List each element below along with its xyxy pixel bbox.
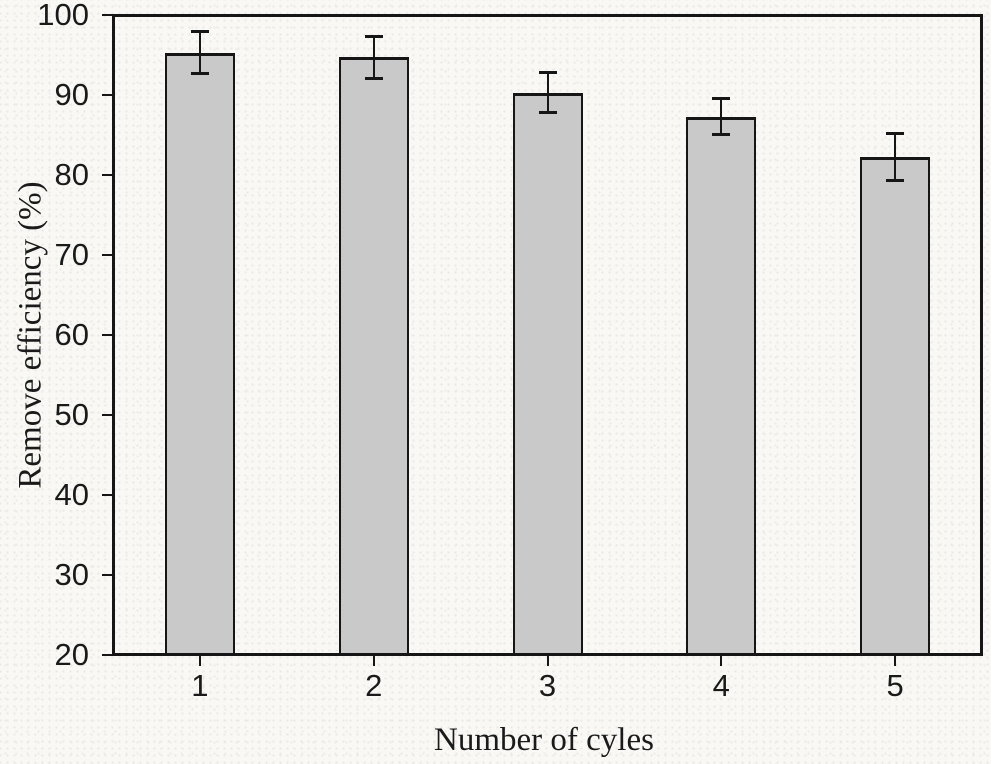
error-bar-line — [546, 71, 549, 114]
error-bar-cap-top — [190, 30, 209, 33]
bar — [338, 57, 409, 655]
y-tick-label: 100 — [37, 0, 89, 32]
error-bar-line — [894, 133, 897, 182]
x-tick-label: 2 — [365, 668, 383, 703]
y-tick-label: 60 — [54, 317, 89, 352]
x-tick-label: 5 — [886, 668, 904, 703]
error-bar-line — [720, 98, 723, 135]
y-tick-mark — [102, 494, 113, 496]
y-tick-label: 20 — [54, 637, 89, 672]
error-bar-cap-top — [364, 34, 383, 38]
y-tick-mark — [102, 654, 113, 656]
y-tick-label: 30 — [54, 557, 89, 592]
y-tick-mark — [102, 94, 113, 96]
y-tick-mark — [102, 174, 113, 176]
x-tick-mark — [198, 655, 201, 666]
bar — [686, 116, 757, 655]
x-tick-mark — [894, 655, 897, 666]
error-bar-cap-bottom — [712, 133, 731, 136]
y-tick-mark — [102, 574, 113, 576]
x-tick-mark — [720, 655, 723, 666]
y-tick-label: 40 — [54, 477, 89, 512]
bar — [860, 157, 931, 655]
y-tick-label: 90 — [54, 77, 89, 112]
x-tick-mark — [372, 655, 375, 666]
bar — [512, 92, 583, 655]
y-tick-mark — [102, 334, 113, 336]
y-tick-mark — [102, 414, 113, 416]
error-bar-cap-bottom — [886, 179, 905, 183]
error-bar-cap-bottom — [538, 111, 557, 115]
error-bar-cap-top — [712, 97, 731, 101]
bar — [164, 52, 235, 655]
x-axis-label: Number of cyles — [434, 722, 654, 758]
x-tick-label: 4 — [712, 668, 730, 703]
error-bar-line — [372, 35, 375, 79]
error-bar-cap-bottom — [190, 72, 209, 76]
error-bar-cap-top — [538, 70, 557, 74]
y-tick-label: 80 — [54, 157, 89, 192]
x-tick-label: 1 — [191, 668, 209, 703]
x-tick-label: 3 — [538, 668, 557, 703]
error-bar-cap-top — [886, 132, 905, 136]
x-tick-mark — [546, 655, 549, 666]
y-tick-mark — [102, 254, 113, 256]
error-bar-line — [198, 31, 201, 75]
y-tick-label: 50 — [54, 397, 89, 432]
y-tick-label: 70 — [54, 237, 89, 272]
y-tick-mark — [102, 14, 113, 16]
error-bar-cap-bottom — [364, 77, 383, 80]
